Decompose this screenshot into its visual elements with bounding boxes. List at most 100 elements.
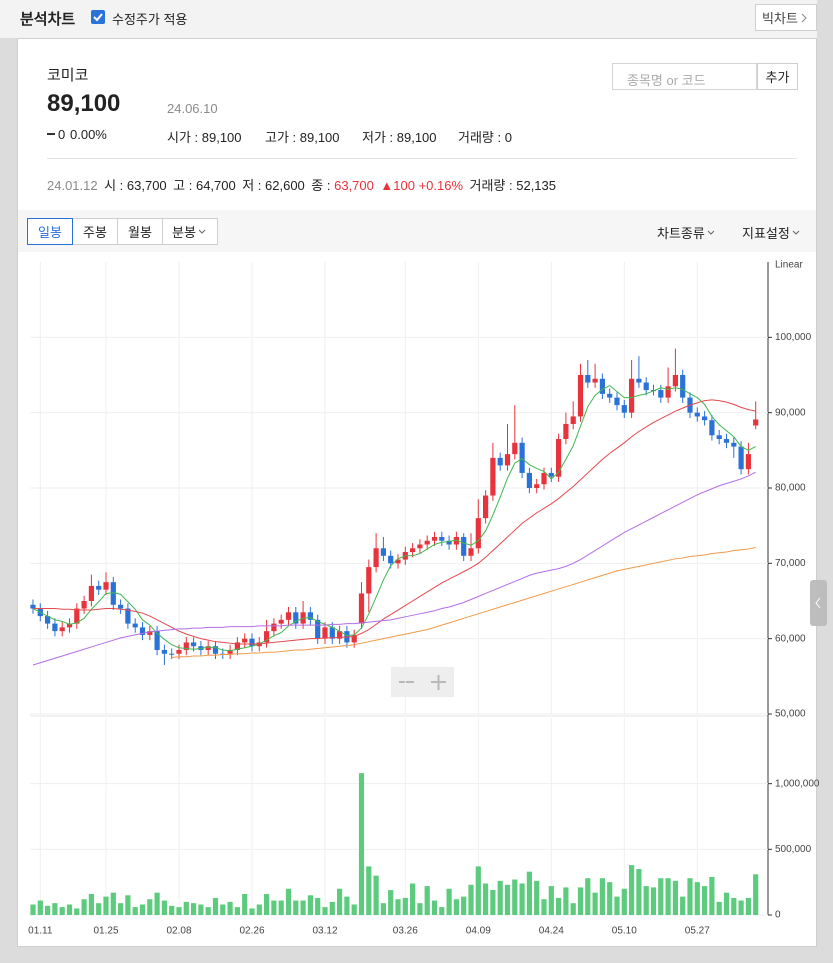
candle-body: [154, 631, 160, 650]
stat: 거래량 : 0: [458, 130, 512, 145]
volume-bar: [519, 883, 525, 915]
candle-body: [716, 435, 722, 440]
volume-bar: [723, 892, 730, 915]
candle-body: [483, 495, 489, 519]
stat: 저가 : 89,100: [362, 130, 437, 145]
candle-body: [738, 446, 744, 470]
volume-bar: [118, 903, 124, 915]
volume-bar: [694, 882, 700, 915]
candle-body: [183, 642, 189, 650]
volume-bar: [249, 908, 255, 915]
candle-body: [249, 638, 255, 647]
candle-body: [475, 518, 481, 549]
candle-body: [504, 454, 511, 466]
search-input[interactable]: 종목명 or 코드: [612, 63, 757, 90]
indicator-menu[interactable]: 지표설정: [742, 223, 802, 242]
volume-bar: [534, 880, 540, 915]
candle-body: [694, 412, 700, 417]
period-tab[interactable]: 분봉: [162, 218, 218, 245]
big-chart-button[interactable]: 빅차트: [755, 4, 817, 31]
stock-change-rate: 0.00%: [70, 127, 107, 142]
volume-bar: [468, 884, 474, 915]
candle-body: [110, 582, 116, 605]
volume-bar: [548, 886, 554, 915]
period-tab-label: 분봉: [172, 225, 196, 240]
chevron-icon: [801, 13, 807, 22]
volume-bar: [161, 900, 167, 915]
candle-body: [424, 540, 430, 545]
info-change: ▲100: [380, 178, 415, 193]
page-title: 분석차트: [20, 11, 76, 28]
stat: 고가 : 89,100: [265, 130, 340, 145]
candle-body: [337, 631, 343, 639]
candle-body: [731, 442, 737, 447]
y-tick-label: 1,000,000: [775, 778, 820, 789]
candle-body: [592, 378, 598, 383]
candle-body: [161, 649, 167, 654]
volume-bar: [672, 880, 678, 915]
volume-bar: [629, 865, 635, 915]
period-tab[interactable]: 주봉: [72, 218, 118, 245]
volume-bar: [497, 880, 503, 915]
info-low: 저 : 62,600: [242, 178, 305, 193]
candle-body: [329, 627, 335, 639]
search-placeholder: 종목명 or 코드: [627, 73, 706, 88]
volume-bar: [490, 890, 496, 915]
menu-label: 차트종류: [657, 226, 705, 241]
candle-body: [621, 405, 627, 413]
volume-bar: [52, 903, 58, 915]
checkbox[interactable]: [91, 10, 105, 24]
volume-bar: [388, 890, 394, 915]
candle-body: [30, 604, 36, 609]
volume-bar: [37, 900, 43, 915]
volume-bar: [278, 900, 284, 915]
caret-icon: [707, 230, 715, 235]
candle-body: [307, 612, 313, 620]
side-handle[interactable]: [810, 580, 827, 626]
volume-bar: [431, 900, 438, 915]
volume-bar: [176, 907, 182, 915]
period-tab[interactable]: 일봉: [27, 218, 73, 245]
flat-icon: [47, 133, 55, 135]
side-handle-icon: [815, 597, 821, 609]
info-close: 63,700: [334, 178, 374, 193]
candle-body: [497, 457, 503, 466]
volume-bar: [132, 907, 138, 915]
x-tick-label: 03.12: [312, 926, 337, 937]
volume-bar: [139, 904, 146, 915]
add-button[interactable]: 추가: [757, 63, 798, 90]
volume-bar: [234, 907, 240, 915]
candle-body: [285, 612, 292, 620]
candle-body: [643, 382, 649, 391]
y-tick-label: 80,000: [775, 483, 806, 494]
volume-bar: [687, 878, 693, 915]
x-tick-label: 01.25: [93, 926, 118, 937]
candle-body: [373, 548, 379, 568]
caret-icon: [198, 229, 206, 234]
chart-type-menu[interactable]: 차트종류: [657, 223, 717, 242]
candle-body: [548, 472, 554, 477]
candle-body: [672, 375, 678, 387]
volume-bar: [307, 895, 313, 915]
volume-bar: [315, 897, 321, 915]
volume-bar: [753, 874, 759, 915]
volume-bar: [227, 901, 233, 915]
volume-bar: [621, 888, 627, 915]
volume-bar: [337, 888, 343, 915]
checkbox-label[interactable]: 수정주가 적용: [112, 12, 188, 27]
info-high: 고 : 64,700: [173, 178, 236, 193]
candle-body: [629, 378, 635, 413]
volume-bar: [643, 886, 649, 915]
stock-name: 코미코: [47, 67, 89, 84]
x-tick-label: 05.10: [612, 926, 637, 937]
volume-bar: [380, 903, 386, 915]
volume-bar: [461, 896, 467, 915]
volume-bar: [417, 903, 423, 915]
volume-bar: [453, 899, 459, 915]
volume-bar: [607, 882, 613, 915]
volume-bar: [738, 900, 744, 915]
candle-body: [81, 601, 87, 609]
candle-body: [614, 397, 620, 406]
volume-bar: [483, 883, 489, 915]
